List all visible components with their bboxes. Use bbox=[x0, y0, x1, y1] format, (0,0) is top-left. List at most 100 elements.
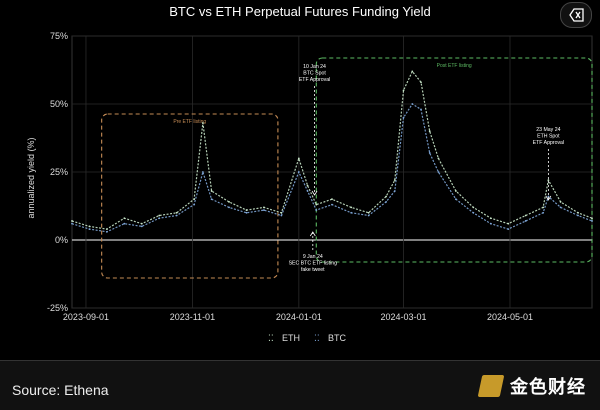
annotation-text: SEC BTC ETF listing bbox=[289, 261, 338, 267]
data-point-eth bbox=[140, 222, 143, 225]
data-point-btc bbox=[591, 220, 593, 222]
annotation-text: 23 May 24 bbox=[536, 127, 560, 133]
data-point-eth bbox=[306, 184, 309, 187]
data-point-eth bbox=[201, 122, 204, 124]
funding-yield-chart: BTC vs ETH Perpetual Futures Funding Yie… bbox=[26, 4, 593, 343]
data-point-btc bbox=[263, 209, 265, 211]
grid-layer bbox=[71, 35, 593, 309]
legend: ⁚⁚ ETH ⁚⁚ BTC bbox=[268, 333, 347, 343]
series-line-btc bbox=[71, 103, 593, 233]
annotation-text: ETF Approval bbox=[299, 77, 330, 83]
data-point-eth bbox=[297, 157, 300, 160]
data-point-eth bbox=[420, 81, 422, 84]
data-point-eth bbox=[88, 225, 91, 228]
logo-text: 金色财经 bbox=[510, 377, 586, 397]
y-tick-label: 50% bbox=[50, 99, 68, 109]
annotation-text: 9 Jan 24 bbox=[303, 254, 323, 260]
legend-swatch-eth: ⁚⁚ bbox=[268, 333, 274, 343]
region-layer: Pre ETF listing Post ETF listing bbox=[101, 57, 593, 279]
data-point-btc bbox=[175, 214, 178, 217]
y-tick-label: 25% bbox=[50, 167, 68, 177]
x-tick-label: 2023-09-01 bbox=[63, 312, 109, 322]
annotation-text: BTC Spot bbox=[303, 71, 326, 77]
data-point-btc bbox=[158, 217, 161, 220]
region-label: Post ETF listing bbox=[437, 63, 472, 69]
data-point-eth bbox=[175, 211, 178, 214]
data-point-eth bbox=[524, 214, 527, 217]
data-point-btc bbox=[367, 214, 370, 217]
data-point-btc bbox=[210, 198, 213, 201]
data-point-btc bbox=[228, 206, 230, 209]
region-box bbox=[315, 57, 593, 263]
data-point-btc bbox=[393, 190, 396, 192]
x-tick-label: 2023-11-01 bbox=[170, 312, 215, 322]
close-icon bbox=[569, 8, 584, 22]
data-point-btc bbox=[547, 195, 550, 198]
data-point-eth bbox=[123, 217, 126, 220]
region-label: Pre ETF listing bbox=[173, 119, 206, 125]
data-point-btc bbox=[577, 214, 579, 217]
data-point-eth bbox=[71, 220, 73, 222]
legend-swatch-btc: ⁚⁚ bbox=[314, 333, 320, 343]
data-point-btc bbox=[315, 209, 318, 211]
footer: Source: Ethena 金色财经 bbox=[0, 360, 600, 410]
data-point-btc bbox=[245, 211, 248, 214]
data-point-eth bbox=[454, 190, 457, 192]
annotation-arrowhead bbox=[309, 231, 316, 237]
data-point-eth bbox=[210, 190, 213, 192]
region-box bbox=[101, 113, 279, 279]
data-point-btc bbox=[201, 171, 204, 173]
data-point-eth bbox=[542, 206, 545, 209]
data-point-eth bbox=[402, 89, 405, 92]
data-point-eth bbox=[228, 201, 230, 203]
data-point-eth bbox=[280, 211, 283, 214]
x-tick-label: 2024-05-01 bbox=[487, 312, 533, 322]
annotation-text: fake tweet bbox=[301, 267, 325, 273]
logo: 金色财经 bbox=[477, 373, 586, 399]
data-point-btc bbox=[140, 225, 143, 228]
data-point-eth bbox=[559, 201, 562, 203]
y-axis-label: annualized yield (%) bbox=[26, 137, 36, 218]
data-point-eth bbox=[331, 198, 333, 201]
data-point-btc bbox=[88, 228, 91, 231]
data-point-btc bbox=[472, 211, 475, 214]
close-button[interactable] bbox=[560, 2, 592, 28]
data-point-btc bbox=[559, 206, 562, 209]
data-point-eth bbox=[489, 217, 492, 220]
data-point-btc bbox=[454, 198, 457, 201]
legend-label-btc: BTC bbox=[328, 333, 347, 343]
data-point-eth bbox=[350, 206, 353, 209]
data-point-btc bbox=[297, 171, 300, 173]
data-point-eth bbox=[577, 211, 579, 214]
data-point-btc bbox=[489, 222, 492, 225]
y-tick-label: -25% bbox=[47, 303, 68, 313]
annotation-text: 10 Jan 24 bbox=[303, 64, 326, 70]
data-point-eth bbox=[437, 157, 440, 160]
data-point-eth bbox=[193, 198, 196, 201]
data-point-btc bbox=[507, 228, 510, 231]
data-point-btc bbox=[385, 201, 387, 203]
data-point-btc bbox=[428, 152, 431, 154]
annotation-arrowhead bbox=[545, 195, 552, 201]
data-point-eth bbox=[158, 214, 161, 217]
axis-layer: 75% 50% 25% 0% -25%2023-09-01 2023-11-01 2024-… bbox=[47, 31, 533, 322]
data-point-btc bbox=[193, 203, 196, 206]
data-point-btc bbox=[542, 211, 545, 214]
data-point-eth bbox=[367, 211, 370, 214]
y-tick-label: 0% bbox=[55, 235, 68, 245]
data-point-eth bbox=[411, 70, 414, 73]
data-point-eth bbox=[263, 206, 265, 209]
data-point-btc bbox=[524, 220, 527, 222]
y-tick-label: 75% bbox=[50, 31, 68, 41]
data-point-btc bbox=[280, 214, 283, 217]
data-point-btc bbox=[350, 211, 353, 214]
data-point-btc bbox=[331, 203, 333, 206]
data-point-btc bbox=[123, 222, 126, 225]
x-tick-label: 2024-03-01 bbox=[381, 312, 427, 322]
legend-label-eth: ETH bbox=[282, 333, 300, 343]
data-point-eth bbox=[105, 228, 108, 231]
annotation-arrowhead bbox=[311, 190, 318, 196]
data-point-eth bbox=[393, 179, 396, 182]
data-point-eth bbox=[591, 217, 593, 220]
